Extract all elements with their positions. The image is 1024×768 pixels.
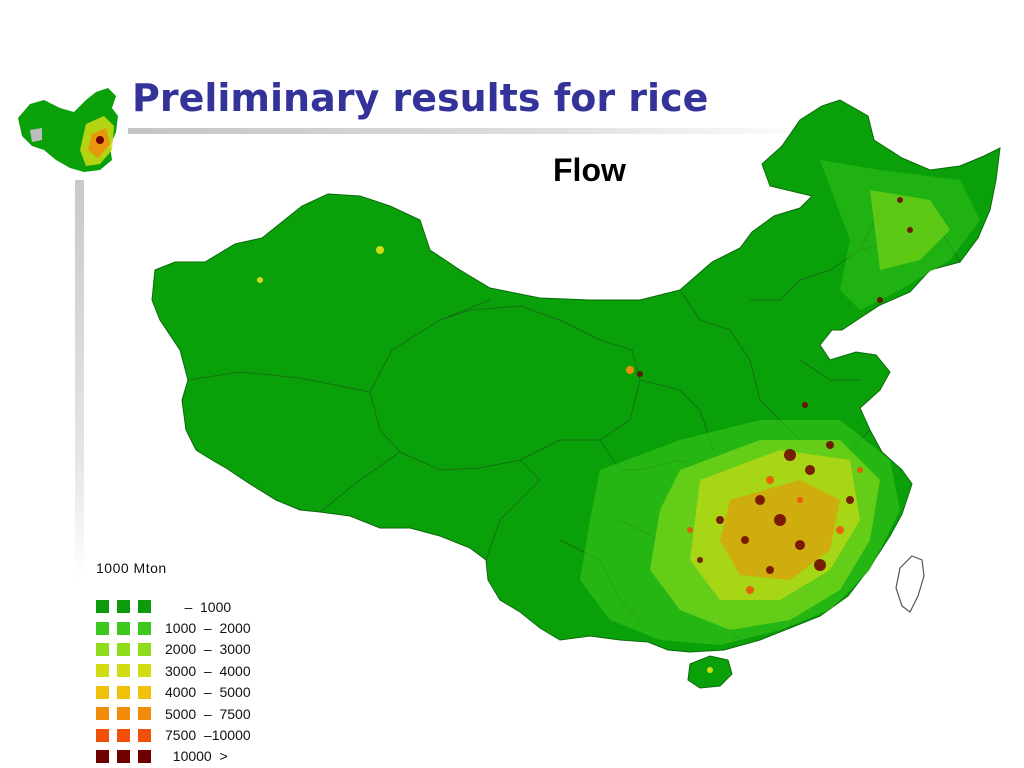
legend-swatch — [117, 707, 130, 721]
legend-swatch — [96, 621, 109, 635]
legend-swatch — [96, 600, 109, 614]
legend-swatch — [138, 685, 151, 699]
legend-rows: – 1000 1000 – 2000 2000 – 3000 3000 – 4000 4… — [96, 596, 251, 767]
map-legend: 1000 Mton – 1000 1000 – 2000 2000 – 3000 30… — [96, 560, 251, 767]
legend-label: 10000 > — [165, 748, 228, 765]
slide-title: Preliminary results for rice — [132, 76, 709, 120]
legend-swatch — [138, 707, 151, 721]
legend-row: – 1000 — [96, 596, 251, 617]
legend-label: – 1000 — [165, 598, 232, 615]
legend-swatch — [96, 749, 109, 763]
legend-swatch — [117, 621, 130, 635]
legend-swatch — [117, 600, 130, 614]
legend-unit: 1000 Mton — [96, 560, 167, 576]
legend-swatch — [117, 664, 130, 678]
legend-swatch — [117, 728, 130, 742]
rice-density-patches — [257, 160, 980, 673]
legend-row: 7500 –10000 — [96, 724, 251, 745]
map-subtitle: Flow — [553, 152, 626, 188]
legend-swatch — [117, 642, 130, 656]
title-divider — [128, 128, 818, 134]
legend-swatch — [138, 664, 151, 678]
legend-swatch — [138, 728, 151, 742]
side-divider — [75, 180, 84, 580]
legend-swatch — [117, 749, 130, 763]
legend-swatch — [96, 685, 109, 699]
legend-row: 4000 – 5000 — [96, 682, 251, 703]
legend-row: 5000 – 7500 — [96, 703, 251, 724]
legend-row: 3000 – 4000 — [96, 660, 251, 681]
legend-swatch — [96, 707, 109, 721]
legend-label: 1000 – 2000 — [165, 620, 251, 637]
taiwan-outline — [895, 555, 925, 613]
legend-label: 4000 – 5000 — [165, 684, 251, 701]
legend-row: 10000 > — [96, 746, 251, 767]
legend-label: 2000 – 3000 — [165, 641, 251, 658]
legend-row: 2000 – 3000 — [96, 639, 251, 660]
legend-label: 3000 – 4000 — [165, 662, 251, 679]
legend-label: 5000 – 7500 — [165, 705, 251, 722]
legend-swatch — [96, 728, 109, 742]
inset-map — [18, 88, 118, 172]
legend-swatch — [138, 749, 151, 763]
legend-swatch — [138, 642, 151, 656]
legend-swatch — [138, 621, 151, 635]
legend-swatch — [138, 600, 151, 614]
legend-label: 7500 –10000 — [165, 727, 251, 744]
legend-swatch — [96, 642, 109, 656]
legend-row: 1000 – 2000 — [96, 617, 251, 638]
legend-swatch — [96, 664, 109, 678]
legend-swatch — [117, 685, 130, 699]
